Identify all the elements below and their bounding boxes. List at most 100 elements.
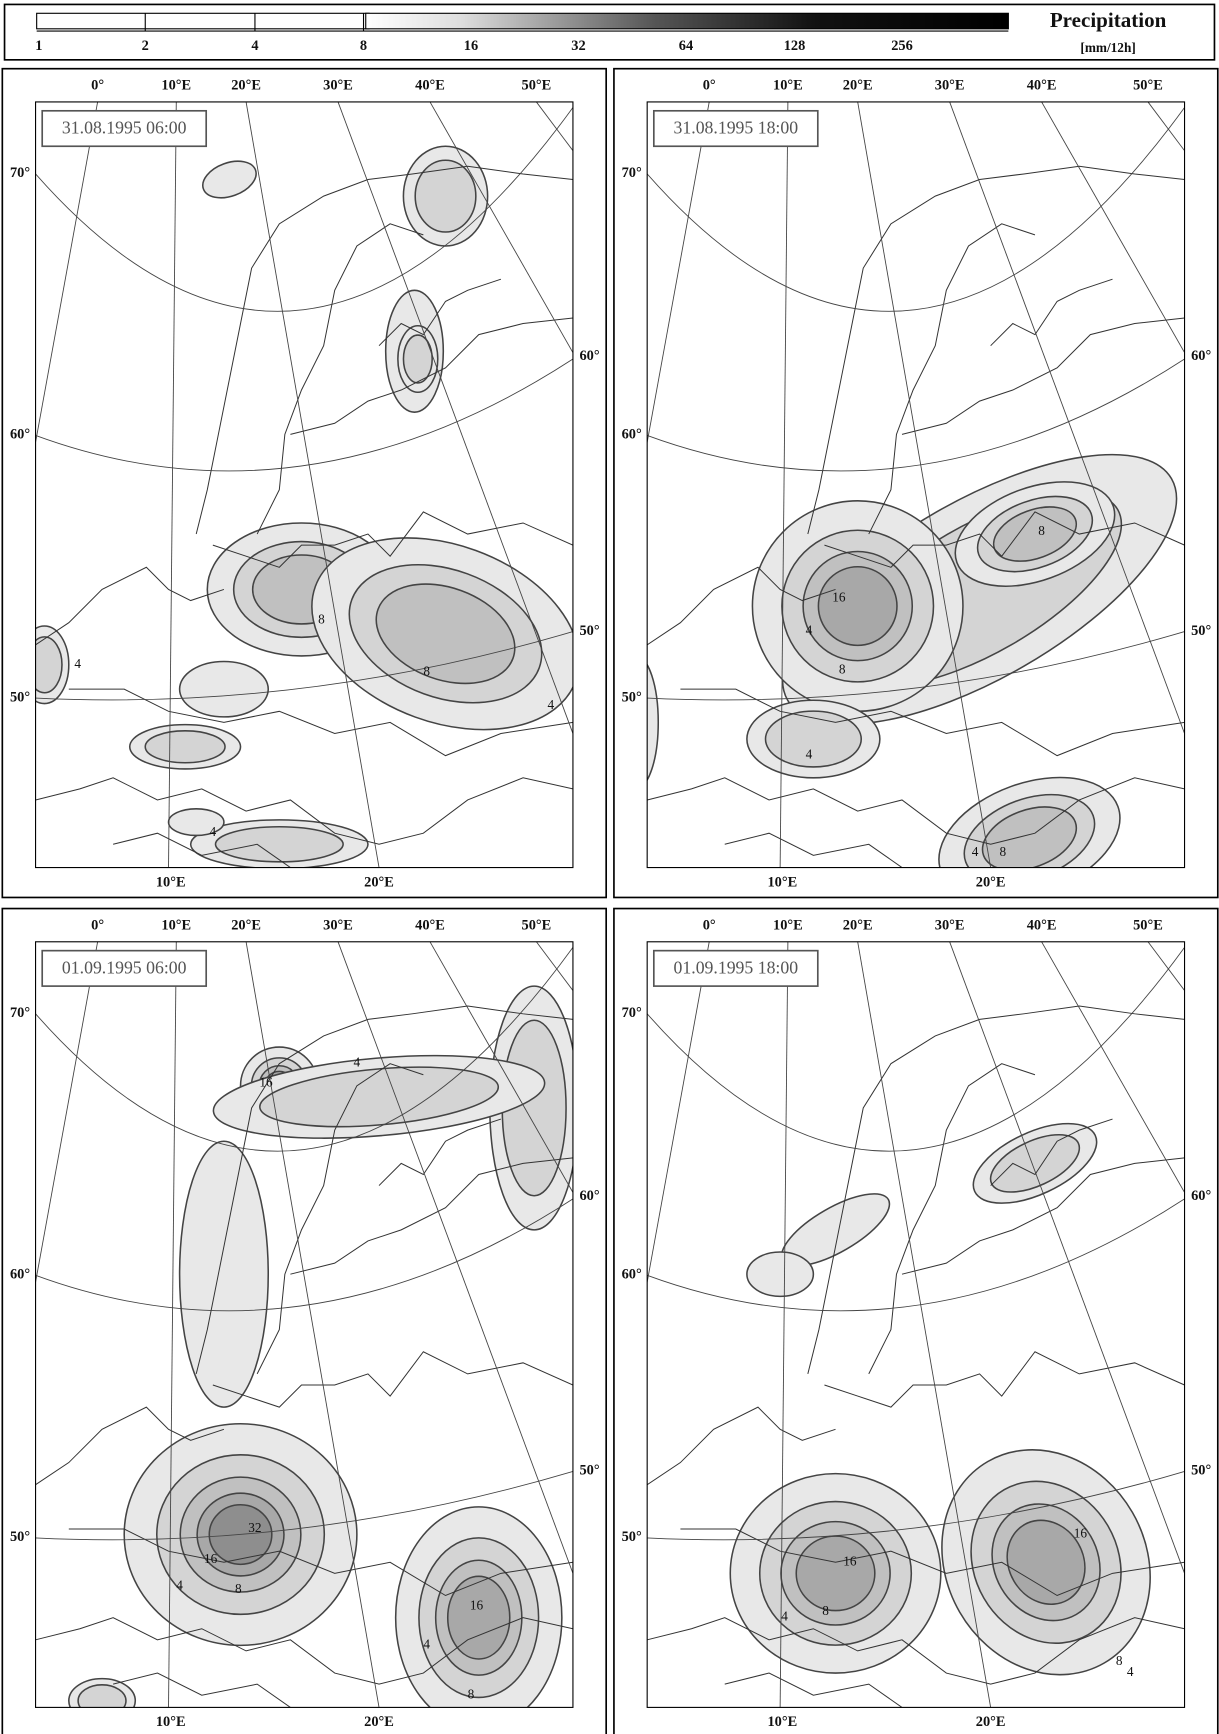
precip-area — [78, 1685, 126, 1717]
date-label: 31.08.1995 18:00 — [674, 118, 799, 138]
legend-level: 256 — [891, 38, 913, 54]
legend-title: Precipitation — [1050, 8, 1167, 32]
lat-label-right: 50° — [1191, 623, 1211, 639]
lon-label-top: 30°E — [935, 78, 965, 94]
coastline — [902, 318, 1185, 434]
panel-border — [2, 69, 606, 898]
coastline — [196, 166, 573, 534]
lon-label-top: 10°E — [773, 78, 803, 94]
date-label: 01.09.1995 06:00 — [62, 958, 187, 978]
contour-label: 4 — [176, 1578, 183, 1593]
contour-label: 4 — [74, 656, 81, 671]
contour-label: 4 — [806, 747, 813, 762]
lon-label-top: 30°E — [323, 918, 353, 934]
map-area — [0, 942, 1110, 1729]
lon-label-top: 20°E — [843, 918, 873, 934]
lon-label-bottom: 10°E — [156, 874, 186, 890]
lat-label-left: 50° — [622, 689, 642, 705]
precip-area — [796, 1536, 875, 1610]
lon-label-top: 20°E — [843, 78, 873, 94]
map-area — [570, 102, 1219, 923]
contour-label: 4 — [354, 1055, 361, 1070]
lat-label-left: 60° — [10, 427, 30, 443]
contour-label: 8 — [1116, 1653, 1123, 1668]
legend-bar-light — [37, 13, 369, 29]
precip-area — [766, 711, 862, 767]
legend-level: 128 — [784, 38, 806, 54]
lon-label-bottom: 10°E — [767, 874, 797, 890]
lon-label-top: 30°E — [935, 918, 965, 934]
coastline — [213, 1352, 573, 1407]
precip-area — [614, 656, 658, 789]
contour-label: 16 — [1074, 1526, 1088, 1541]
meridian — [0, 102, 98, 868]
lon-label-top: 0° — [703, 918, 716, 934]
page: Precipitation [mm/12h] 1248163264128256 … — [0, 0, 1219, 1734]
legend-unit: [mm/12h] — [1080, 40, 1135, 55]
coastline — [647, 1407, 835, 1485]
contour-label: 8 — [822, 1603, 829, 1618]
lon-label-top: 30°E — [323, 78, 353, 94]
lon-label-bottom: 10°E — [767, 1714, 797, 1730]
date-label: 01.09.1995 18:00 — [674, 958, 799, 978]
contour-label: 8 — [1038, 523, 1045, 538]
lat-label-left: 60° — [622, 427, 642, 443]
precip-area — [145, 731, 225, 763]
legend-level: 1 — [35, 38, 42, 54]
precip-area — [415, 160, 476, 232]
lat-label-left: 50° — [622, 1529, 642, 1545]
coastline — [824, 1352, 1184, 1407]
lon-label-top: 40°E — [415, 918, 445, 934]
precip-area — [180, 661, 269, 716]
contour-label: 8 — [839, 661, 846, 676]
legend-level: 8 — [360, 38, 367, 54]
lat-label-right: 50° — [1191, 1463, 1211, 1479]
precip-area — [818, 567, 897, 646]
lat-label-left: 50° — [10, 689, 30, 705]
legend-level: 16 — [464, 38, 478, 54]
lat-label-left: 70° — [622, 165, 642, 181]
meridian — [570, 102, 710, 868]
coastline — [991, 279, 1113, 345]
legend-level: 4 — [251, 38, 258, 54]
meridian — [858, 102, 991, 868]
contour-label: 8 — [468, 1686, 475, 1701]
lon-label-top: 50°E — [1133, 78, 1163, 94]
lon-label-top: 50°E — [521, 918, 551, 934]
contour-label: 8 — [423, 664, 430, 679]
contour-label: 4 — [547, 697, 554, 712]
lon-label-top: 50°E — [1133, 918, 1163, 934]
map-area — [570, 942, 1219, 1713]
legend-level: 64 — [679, 38, 693, 54]
lon-label-top: 10°E — [773, 918, 803, 934]
lon-label-bottom: 20°E — [364, 1714, 394, 1730]
precip-area — [27, 637, 62, 693]
lon-label-top: 40°E — [415, 78, 445, 94]
legend-level: 2 — [142, 38, 149, 54]
precip-area — [747, 1252, 813, 1296]
contour-label: 16 — [843, 1553, 857, 1568]
lon-label-top: 20°E — [231, 918, 261, 934]
contour-label: 16 — [832, 589, 846, 604]
map-panel: 31.08.1995 18:000°10°E20°E30°E40°E50°E70… — [570, 69, 1219, 923]
contour-label: 32 — [248, 1520, 261, 1535]
map-panel: 01.09.1995 18:000°10°E20°E30°E40°E50°E70… — [570, 909, 1219, 1734]
precip-area — [198, 154, 261, 204]
coastline — [725, 833, 902, 867]
lon-label-bottom: 20°E — [364, 874, 394, 890]
lat-label-left: 50° — [10, 1529, 30, 1545]
coastline — [869, 1064, 1035, 1374]
legend-level: 32 — [571, 38, 585, 54]
lat-label-right: 50° — [579, 623, 599, 639]
parallel — [36, 359, 573, 471]
map-area — [0, 102, 1110, 869]
precip-area — [448, 1576, 510, 1659]
contour-label: 16 — [259, 1075, 273, 1090]
meridian — [0, 942, 98, 1708]
lon-label-top: 0° — [91, 78, 104, 94]
precip-area — [215, 827, 343, 862]
lat-label-right: 50° — [579, 1463, 599, 1479]
lon-label-top: 50°E — [521, 78, 551, 94]
lat-label-right: 60° — [579, 1188, 599, 1204]
lat-label-left: 60° — [10, 1267, 30, 1283]
